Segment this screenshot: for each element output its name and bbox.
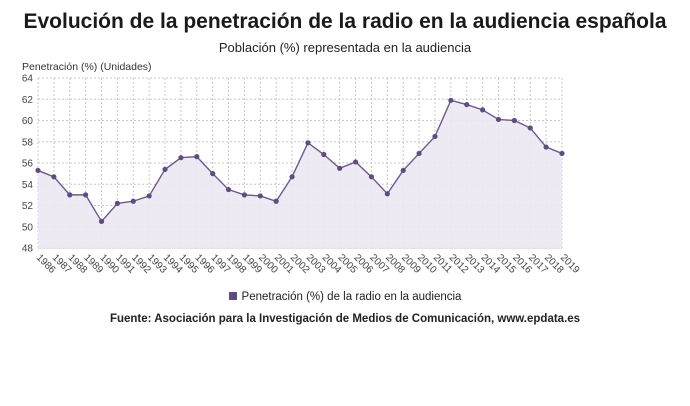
y-tick-label: 48	[22, 244, 34, 255]
data-point	[35, 167, 41, 174]
y-tick-label: 56	[22, 159, 34, 170]
data-point	[448, 97, 454, 103]
data-point	[527, 125, 533, 131]
y-tick-label: 60	[22, 116, 34, 127]
y-tick-label: 52	[22, 201, 34, 212]
data-point	[559, 150, 565, 157]
data-point	[194, 154, 200, 160]
data-point	[495, 116, 502, 123]
legend: Penetración (%) de la radio en la audien…	[0, 291, 690, 303]
data-point	[511, 117, 517, 124]
data-point	[400, 167, 406, 174]
x-axis-ticks: 1986198719881989199019911992199319941995…	[34, 252, 582, 276]
area-fill	[38, 100, 562, 248]
data-point	[543, 144, 549, 150]
y-tick-label: 62	[22, 95, 34, 106]
data-point	[67, 192, 73, 198]
data-point	[273, 198, 279, 204]
data-point	[51, 174, 57, 180]
legend-swatch	[228, 291, 237, 300]
data-point	[225, 186, 232, 193]
chart-title: Evolución de la penetración de la radio …	[23, 10, 667, 33]
data-point	[83, 192, 89, 198]
data-point	[130, 198, 136, 204]
y-tick-label: 58	[22, 137, 34, 148]
data-point	[305, 140, 311, 146]
data-point	[146, 193, 152, 199]
data-point	[289, 174, 295, 180]
y-tick-label: 54	[22, 180, 34, 191]
chart-subtitle: Población (%) representada en la audienc…	[218, 40, 472, 55]
data-point	[464, 101, 470, 108]
y-axis-ticks: 48 50 52 54 56 58 60 62 64	[22, 74, 34, 255]
y-tick-label: 64	[22, 74, 34, 85]
data-point	[114, 200, 120, 206]
data-point	[352, 159, 359, 165]
y-axis-label: Penetración (%) (Unidades)	[22, 61, 152, 73]
data-point	[241, 192, 248, 198]
legend-label: Penetración (%) de la radio en la audien…	[241, 291, 462, 303]
data-point	[480, 107, 486, 113]
data-points	[35, 97, 565, 225]
data-point	[257, 193, 263, 199]
y-tick-label: 50	[22, 222, 34, 233]
data-point	[432, 133, 438, 140]
data-point	[210, 171, 216, 177]
data-point	[98, 218, 105, 225]
data-point	[178, 155, 184, 161]
source-note: Fuente: Asociación para la Investigación…	[109, 313, 581, 325]
data-point	[368, 174, 375, 180]
data-point	[162, 166, 168, 172]
data-point	[416, 150, 422, 157]
series-line	[37, 99, 563, 223]
data-point	[337, 165, 343, 171]
data-point	[384, 191, 390, 197]
data-point	[321, 151, 327, 158]
